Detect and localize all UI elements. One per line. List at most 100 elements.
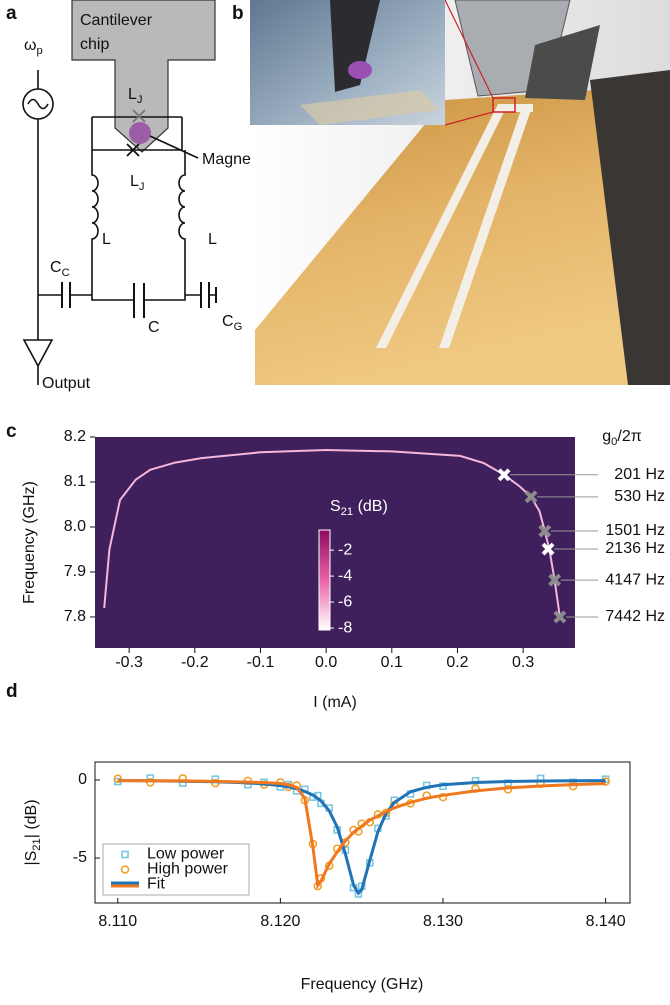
slots (376, 104, 533, 348)
panel-label: c (6, 421, 17, 442)
x-tick-label: 0.0 (315, 654, 337, 671)
foil (525, 25, 600, 100)
zoom-lines (444, 0, 494, 126)
y-tick-label: 8.0 (64, 518, 86, 535)
output-amp (22, 339, 54, 368)
g0-marker (524, 490, 538, 504)
x-tick-label: 8.120 (260, 913, 300, 930)
text-part: L (130, 173, 139, 190)
subscript: J (139, 181, 145, 193)
y-tick-label: 8.2 (64, 428, 86, 445)
text-part: g (602, 428, 611, 445)
junction-label: LJ (128, 86, 143, 106)
g0-label: 1501 Hz (605, 522, 665, 539)
junction-bottom (126, 143, 140, 157)
text-part: | (dB) (23, 799, 40, 838)
g0-marker (553, 610, 567, 624)
circuit: Cantilever chip Magnet L L C Output (22, 0, 256, 392)
side-capacitors (61, 282, 217, 308)
inductor-label: L (208, 231, 217, 248)
legend-swatch (121, 850, 129, 859)
colorbar-label: S21 (dB) (330, 498, 388, 518)
junction-label: LJ (130, 173, 145, 193)
colorbar-tick-label: -8 (338, 619, 352, 636)
colorbar-tick-label: -4 (338, 567, 352, 584)
x-tick-label: 8.130 (423, 913, 463, 930)
x-tick-label: -0.3 (115, 654, 143, 671)
x-tick-label: -0.1 (247, 654, 275, 671)
chip-shape (71, 0, 216, 153)
board-edge (590, 70, 670, 385)
capacitor (133, 283, 145, 318)
g0-label: 2136 Hz (605, 540, 665, 557)
colorbar-tick-label: -2 (338, 541, 352, 558)
text-part: /2π (617, 428, 641, 445)
colorbar-tick-label: -6 (338, 593, 352, 610)
y-tick-label: 7.9 (64, 563, 86, 580)
data-point (145, 777, 155, 787)
y-tick-label: 7.8 (64, 608, 86, 625)
subscript: 21 (31, 838, 43, 850)
photo (250, 0, 670, 385)
x-tick-label: 0.1 (381, 654, 403, 671)
capacitor-label: CC (50, 259, 70, 279)
x-tick-label: 8.110 (98, 913, 137, 930)
marker-header: g0/2π (602, 428, 642, 448)
inset-board (300, 90, 440, 125)
inset-tip (330, 0, 380, 92)
x-axis-label: Frequency (GHz) (301, 976, 424, 993)
pump-label: ωp (24, 37, 43, 57)
inductor-label: L (102, 231, 111, 248)
resonator-wires (91, 150, 186, 301)
text-part: C (222, 313, 234, 330)
y-tick-label: 8.1 (64, 473, 86, 490)
g0-marker (497, 468, 511, 482)
magnet-label: Magnet (202, 151, 256, 168)
x-tick-label: 0.2 (446, 654, 468, 671)
g0-marker (548, 573, 562, 587)
text-part: S (330, 498, 341, 515)
fit-line (117, 779, 606, 890)
data-point (113, 774, 123, 784)
legend-label: High power (147, 861, 229, 878)
colorbar (318, 529, 331, 631)
g0-marker (538, 524, 552, 538)
legend-label: Low power (147, 846, 225, 863)
g0-label: 201 Hz (614, 466, 665, 483)
text-part: C (50, 259, 62, 276)
subscript: G (234, 321, 243, 333)
subscript: C (62, 267, 70, 279)
zoom-box (492, 97, 516, 113)
capacitor-label: CG (222, 313, 242, 333)
source-wire (27, 70, 49, 340)
subscript: 0 (611, 436, 617, 448)
subscript: p (37, 45, 43, 57)
text-part: |S (23, 851, 40, 866)
chip-label: chip (80, 36, 109, 53)
junction-top (132, 109, 146, 123)
panel-label: a (6, 3, 17, 24)
legend-swatch (120, 865, 130, 874)
chip-label: Cantilever (80, 12, 153, 29)
y-axis-label: Frequency (GHz) (21, 481, 38, 604)
g0-label: 7442 Hz (605, 608, 665, 625)
g0-label: 530 Hz (614, 488, 665, 505)
panel-label: d (6, 681, 18, 702)
text-part: ω (24, 37, 37, 54)
x-tick-label: -0.2 (181, 654, 209, 671)
inset-magnet (348, 61, 372, 79)
subscript: J (137, 94, 143, 106)
x-tick-label: 0.3 (512, 654, 534, 671)
magnet-pointer (149, 135, 199, 159)
output-label: Output (42, 375, 91, 392)
g0-marker (541, 542, 555, 556)
g0-label: 4147 Hz (605, 571, 665, 588)
subscript: 21 (341, 506, 353, 518)
x-tick-label: 8.140 (586, 913, 626, 930)
text-part: L (128, 86, 137, 103)
text-part: (dB) (353, 498, 388, 515)
magnet-dot (129, 122, 151, 144)
capacitor-label: C (148, 319, 160, 336)
plot-frame (94, 761, 631, 904)
